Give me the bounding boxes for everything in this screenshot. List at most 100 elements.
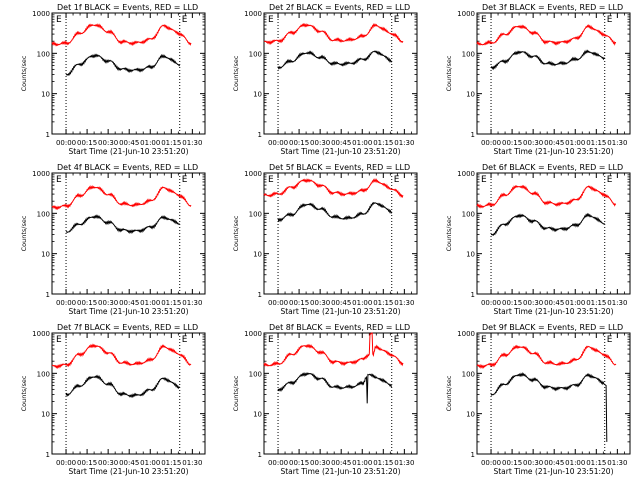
y-axis-label: Counts/sec (445, 55, 453, 91)
x-tick-label: 00:00 (481, 459, 501, 467)
plot-frame (263, 172, 418, 295)
marker-label: E (607, 175, 613, 185)
x-tick-label: 00:30 (523, 459, 543, 467)
y-axis-label: Counts/sec (232, 375, 240, 411)
x-axis-label: Start Time (21-Jun-10 23:51:20) (280, 467, 400, 476)
series-events-line (277, 201, 393, 223)
x-axis-label-start-time: (21-Jun-10 23:51:20) (535, 467, 614, 476)
x-axis-label-start-time: (21-Jun-10 23:51:20) (110, 307, 189, 316)
x-tick-label: 00:30 (523, 139, 543, 147)
x-axis-label: Start Time (21-Jun-10 23:51:20) (493, 467, 613, 476)
x-tick-label: 00:45 (331, 139, 351, 147)
x-tick-label: 01:00 (140, 459, 160, 467)
y-tick-label: 10 (466, 91, 475, 99)
x-tick-label: 01:00 (352, 299, 372, 307)
y-axis-label: Counts/sec (232, 55, 240, 91)
x-tick-label: 00:00 (481, 299, 501, 307)
series-events-line (277, 50, 393, 70)
x-axis-label: Start Time (21-Jun-10 23:51:20) (280, 147, 400, 156)
x-axis-label: Start Time (21-Jun-10 23:51:20) (68, 307, 188, 316)
x-tick-label: 01:00 (565, 459, 585, 467)
y-tick-label: 1000 (32, 170, 50, 178)
plot-frame (51, 172, 206, 295)
marker-label: E (56, 175, 62, 185)
panel-title: Det 1f BLACK = Events, RED = LLD (57, 3, 198, 12)
series-lld-line (51, 185, 192, 211)
x-tick-label: 00:30 (523, 299, 543, 307)
x-axis-label-prefix: Start Time (68, 307, 107, 316)
y-tick-label: 1 (258, 131, 262, 139)
marker-label: E (268, 15, 274, 25)
marker-label: E (394, 15, 400, 25)
marker-label: E (56, 15, 62, 25)
x-tick-label: 01:00 (565, 139, 585, 147)
x-axis-label-prefix: Start Time (280, 147, 319, 156)
series-events-line (490, 49, 605, 71)
x-axis-label-start-time: (21-Jun-10 23:51:20) (322, 467, 401, 476)
x-tick-label: 01:30 (607, 139, 627, 147)
y-axis-label: Counts/sec (20, 215, 28, 251)
y-tick-label: 1 (258, 291, 262, 299)
x-axis-label-prefix: Start Time (68, 147, 107, 156)
y-tick-label: 100 (249, 370, 262, 378)
y-tick-label: 1 (46, 131, 50, 139)
x-tick-label: 01:15 (586, 139, 606, 147)
y-tick-label: 100 (37, 50, 50, 58)
x-tick-label: 01:15 (586, 299, 606, 307)
marker-label: E (481, 175, 487, 185)
marker-label: E (481, 335, 487, 345)
y-tick-label: 1000 (244, 10, 262, 18)
y-tick-label: 100 (249, 50, 262, 58)
plot-frame (476, 332, 631, 455)
x-tick-label: 01:15 (586, 459, 606, 467)
marker-label: E (394, 175, 400, 185)
series-lld-line (51, 23, 192, 47)
y-axis-label: Counts/sec (232, 215, 240, 251)
y-tick-label: 1 (471, 451, 475, 459)
series-events-line (490, 212, 605, 236)
y-tick-label: 10 (41, 411, 50, 419)
series-lld-line (263, 332, 404, 367)
x-tick-label: 00:15 (289, 139, 309, 147)
plot-frame (51, 332, 206, 455)
panel-5: Det 5f BLACK = Events, RED = LLD 1 10 100 10… (232, 163, 418, 316)
y-tick-label: 10 (253, 91, 262, 99)
y-tick-label: 10 (466, 411, 475, 419)
x-axis-label: Start Time (21-Jun-10 23:51:20) (493, 307, 613, 316)
y-tick-label: 1 (471, 291, 475, 299)
x-tick-label: 01:15 (373, 459, 393, 467)
x-tick-label: 00:15 (77, 139, 97, 147)
x-tick-label: 00:45 (544, 459, 564, 467)
x-tick-label: 00:45 (544, 299, 564, 307)
series-events-line (65, 374, 180, 399)
x-tick-label: 00:30 (310, 459, 330, 467)
x-axis-label-prefix: Start Time (68, 467, 107, 476)
y-tick-label: 100 (462, 50, 475, 58)
x-tick-label: 00:00 (56, 459, 76, 467)
y-tick-label: 1 (46, 451, 50, 459)
y-tick-label: 10 (466, 251, 475, 259)
x-tick-label: 00:30 (98, 139, 118, 147)
y-tick-label: 100 (249, 210, 262, 218)
x-tick-label: 00:30 (310, 299, 330, 307)
plot-frame (51, 12, 206, 135)
x-axis-label-start-time: (21-Jun-10 23:51:20) (110, 147, 189, 156)
plot-frame (476, 172, 631, 295)
x-tick-label: 01:30 (607, 459, 627, 467)
marker-label: E (268, 175, 274, 185)
x-tick-label: 00:45 (119, 139, 139, 147)
y-tick-label: 1000 (457, 10, 475, 18)
x-tick-label: 01:30 (607, 299, 627, 307)
x-tick-label: 00:00 (268, 299, 288, 307)
x-axis-label: Start Time (21-Jun-10 23:51:20) (280, 307, 400, 316)
marker-label: E (394, 335, 400, 345)
marker-label: E (182, 335, 188, 345)
y-tick-label: 1000 (244, 170, 262, 178)
x-tick-label: 01:15 (161, 139, 181, 147)
series-lld-line (51, 343, 192, 370)
x-tick-label: 00:15 (502, 299, 522, 307)
x-tick-label: 00:00 (268, 139, 288, 147)
marker-label: E (481, 15, 487, 25)
x-tick-label: 01:15 (373, 139, 393, 147)
y-tick-label: 1000 (457, 330, 475, 338)
